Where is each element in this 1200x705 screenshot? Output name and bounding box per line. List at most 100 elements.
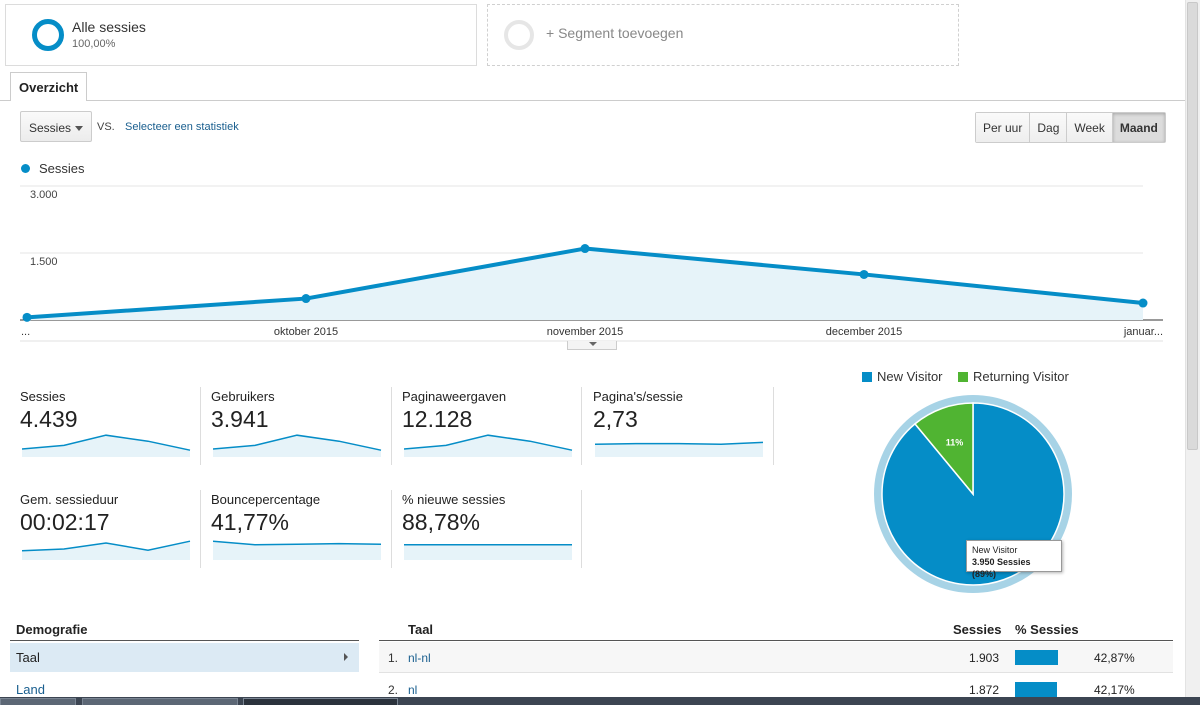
pie-slice-label: 11% (946, 438, 964, 448)
pie-tooltip: New Visitor 3.950 Sessies (89%) (966, 540, 1062, 579)
scorecard-value: 00:02:17 (20, 509, 110, 535)
sparkline-area (404, 435, 572, 457)
scorecard-sparkline (22, 540, 191, 560)
legend-swatch (862, 371, 872, 382)
period-week-button[interactable]: Week (1066, 113, 1112, 142)
segment-ring-icon (32, 19, 64, 51)
taskbar-item[interactable] (0, 698, 76, 705)
add-segment-label: + Segment toevoegen (546, 25, 684, 41)
sessions-line-chart: 3.000 1.500... oktober 2015 november 2015 de… (20, 185, 1163, 342)
scorecard-label: Paginaweergaven (402, 389, 507, 404)
x-tick-label: oktober 2015 (274, 326, 338, 338)
x-tick-label: januar... (1123, 326, 1163, 338)
metric-select[interactable]: Sessies (20, 111, 92, 142)
sparkline-area (213, 435, 381, 457)
scorecard[interactable]: Paginaweergaven 12.128 (402, 389, 582, 469)
scorecard-value: 41,77% (211, 509, 290, 535)
scrollbar-thumb[interactable] (1187, 2, 1198, 450)
pie-legend-new[interactable]: New Visitor (862, 369, 943, 384)
sparkline-area (22, 541, 190, 560)
pie-slice-returning-visitor[interactable] (913, 402, 974, 497)
taskbar-item[interactable] (243, 698, 398, 705)
taskbar-item[interactable] (82, 698, 238, 705)
data-point[interactable] (580, 244, 590, 254)
sparkline-area (22, 435, 190, 457)
segment-percent: 100,00% (72, 38, 116, 50)
data-point[interactable] (859, 269, 869, 279)
sparkline-line (595, 441, 764, 445)
y-tick-label: 1.500 (30, 256, 58, 268)
column-header-language[interactable]: Taal (408, 622, 434, 637)
sparkline-area (404, 544, 572, 560)
scorecard-sparkline (213, 540, 382, 560)
scorecard[interactable]: Gebruikers 3.941 (211, 389, 391, 469)
series-legend-dot (21, 164, 30, 173)
row-language-link[interactable]: nl (408, 683, 418, 697)
vs-label: VS. (97, 121, 115, 133)
metric-select-label: Sessies (29, 121, 72, 135)
demographics-item-country[interactable]: Land (16, 682, 45, 697)
pie-legend-returning-label: Returning Visitor (973, 369, 1069, 384)
select-statistic-link[interactable]: Selecteer een statistiek (125, 121, 239, 133)
chevron-down-icon (589, 342, 597, 346)
scorecard-label: Sessies (20, 389, 66, 404)
chart-collapse-handle[interactable] (567, 341, 617, 350)
scorecard-value: 3.941 (211, 406, 269, 432)
scorecard[interactable]: % nieuwe sessies 88,78% (402, 492, 582, 572)
table-row: 2. nl 1.872 42,17% (379, 674, 1173, 705)
row-index: 2. (388, 683, 399, 697)
row-pct: 42,87% (1094, 651, 1135, 665)
sparkline-line (213, 540, 382, 546)
add-segment-button[interactable]: + Segment toevoegen (487, 4, 959, 66)
segment-name: Alle sessies (72, 19, 146, 35)
data-point[interactable] (22, 312, 32, 322)
scorecard-sparkline (22, 434, 191, 457)
row-sessions: 1.872 (968, 683, 999, 697)
scorecard-label: % nieuwe sessies (402, 492, 506, 507)
row-pct: 42,17% (1094, 683, 1135, 697)
sparkline-line (404, 434, 573, 451)
scorecard-label: Bouncepercentage (211, 492, 321, 507)
scorecard-sparkline (595, 441, 764, 457)
tooltip-title: New Visitor (972, 545, 1018, 555)
row-language-link[interactable]: nl-nl (408, 651, 431, 665)
scorecard-sparkline (404, 434, 573, 457)
os-taskbar (0, 697, 1200, 705)
demographics-heading: Demografie (16, 622, 88, 637)
empty-ring-icon (504, 20, 534, 50)
period-month-button[interactable]: Maand (1111, 113, 1165, 142)
pie-legend-new-label: New Visitor (877, 369, 943, 384)
x-tick-label: ... (21, 326, 30, 338)
period-hour-button[interactable]: Per uur (976, 113, 1030, 142)
period-day-button[interactable]: Dag (1029, 113, 1067, 142)
series-legend-label: Sessies (39, 161, 85, 176)
segment-all-sessions[interactable]: Alle sessies 100,00% (5, 4, 477, 66)
scorecard-value: 88,78% (402, 509, 481, 535)
y-tick-label: 3.000 (30, 189, 58, 201)
scorecard[interactable]: Sessies 4.439 (20, 389, 200, 469)
period-switcher: Per uur Dag Week Maand (975, 112, 1166, 143)
scorecard-label: Gebruikers (211, 389, 275, 404)
tooltip-value: 3.950 Sessies (89%) (972, 557, 1031, 579)
column-header-sessions[interactable]: Sessies (953, 622, 1002, 637)
row-share-bar (1015, 650, 1058, 665)
sparkline-area (213, 541, 381, 560)
scorecard-sparkline (213, 434, 382, 457)
scorecard-label: Gem. sessieduur (20, 492, 119, 507)
row-sessions: 1.903 (968, 651, 999, 665)
demographics-item-language[interactable]: Taal (10, 643, 359, 672)
scorecard[interactable]: Bouncepercentage 41,77% (211, 492, 391, 572)
scorecard-sparkline (404, 544, 572, 560)
sparkline-area (595, 442, 763, 457)
tab-overview[interactable]: Overzicht (10, 72, 87, 101)
sparkline-line (22, 434, 191, 451)
scorecard[interactable]: Gem. sessieduur 00:02:17 (20, 492, 200, 572)
data-point[interactable] (1138, 298, 1148, 308)
pie-legend-returning[interactable]: Returning Visitor (958, 369, 1069, 384)
pie-slice-new-visitor[interactable] (881, 402, 1065, 586)
data-point[interactable] (301, 294, 311, 304)
caret-down-icon (75, 126, 83, 131)
scorecard[interactable]: Pagina's/sessie 2,73 (593, 389, 773, 469)
column-header-sessions-pct[interactable]: % Sessies (1015, 622, 1079, 637)
scorecard-label: Pagina's/sessie (593, 389, 683, 404)
